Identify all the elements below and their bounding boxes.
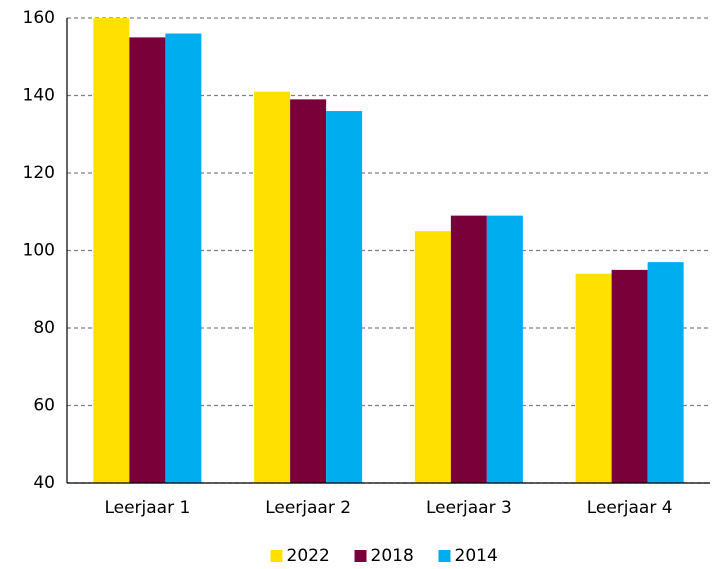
x-tick-label: Leerjaar 2 xyxy=(265,498,351,518)
x-tick-label: Leerjaar 3 xyxy=(426,498,512,518)
legend-swatch xyxy=(438,550,451,562)
bar xyxy=(450,215,487,483)
bar xyxy=(129,37,166,483)
bar xyxy=(414,231,451,483)
bar xyxy=(93,18,130,483)
x-tick-label: Leerjaar 4 xyxy=(587,498,673,518)
legend-label: 2014 xyxy=(455,546,498,566)
legend-swatch xyxy=(354,550,367,562)
y-tick-label: 60 xyxy=(33,396,55,416)
x-tick-label: Leerjaar 1 xyxy=(104,498,190,518)
bar xyxy=(254,91,291,483)
legend-label: 2018 xyxy=(371,546,414,566)
bar xyxy=(486,215,523,483)
bar xyxy=(290,99,327,483)
bar xyxy=(326,111,363,483)
y-tick-label: 140 xyxy=(23,86,55,106)
bar xyxy=(575,273,612,483)
y-tick-label: 160 xyxy=(23,8,55,28)
y-tick-label: 40 xyxy=(33,473,55,493)
y-tick-label: 120 xyxy=(23,163,55,183)
y-tick-label: 80 xyxy=(33,318,55,338)
bar xyxy=(165,33,202,483)
legend-label: 2022 xyxy=(287,546,330,566)
bar xyxy=(611,269,648,483)
bar xyxy=(647,262,684,483)
legend-swatch xyxy=(270,550,283,562)
y-tick-label: 100 xyxy=(23,241,55,261)
